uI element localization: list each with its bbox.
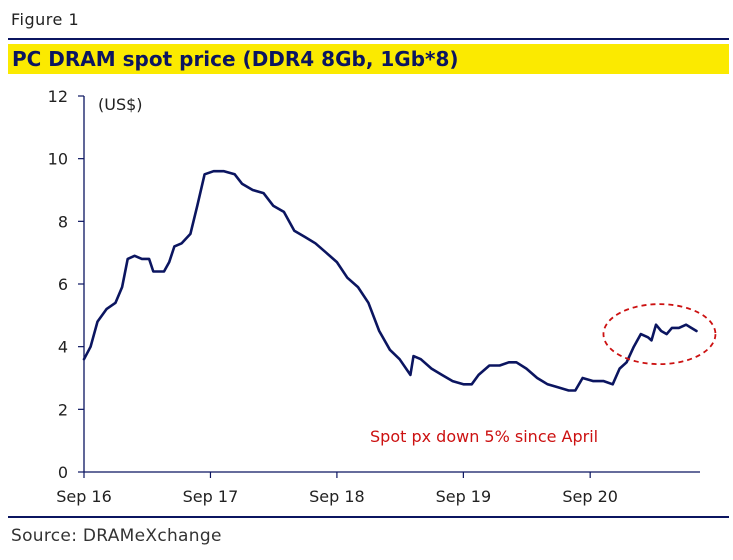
y-tick-label: 6 [58, 275, 68, 294]
bottom-rule [8, 516, 729, 518]
y-tick-label: 4 [58, 338, 68, 357]
x-tick-label: Sep 18 [309, 487, 365, 506]
y-axis-unit-label: (US$) [98, 95, 143, 114]
title-bar: PC DRAM spot price (DDR4 8Gb, 1Gb*8) [8, 44, 729, 74]
series-line [82, 169, 698, 392]
x-tick-label: Sep 20 [562, 487, 618, 506]
x-tick-label: Sep 19 [436, 487, 492, 506]
y-tick-label: 12 [48, 87, 68, 106]
y-tick-label: 0 [58, 463, 68, 482]
y-tick-label: 8 [58, 212, 68, 231]
figure-label: Figure 1 [11, 10, 80, 29]
y-tick-label: 10 [48, 150, 68, 169]
x-tick-label: Sep 17 [183, 487, 239, 506]
x-tick-label: Sep 16 [56, 487, 112, 506]
y-tick-label: 2 [58, 400, 68, 419]
annotation-text: Spot px down 5% since April [370, 427, 598, 446]
top-rule [8, 38, 729, 40]
source-note: Source: DRAMeXchange [11, 526, 222, 546]
highlight-ellipse [602, 303, 717, 366]
chart-title: PC DRAM spot price (DDR4 8Gb, 1Gb*8) [12, 47, 459, 71]
